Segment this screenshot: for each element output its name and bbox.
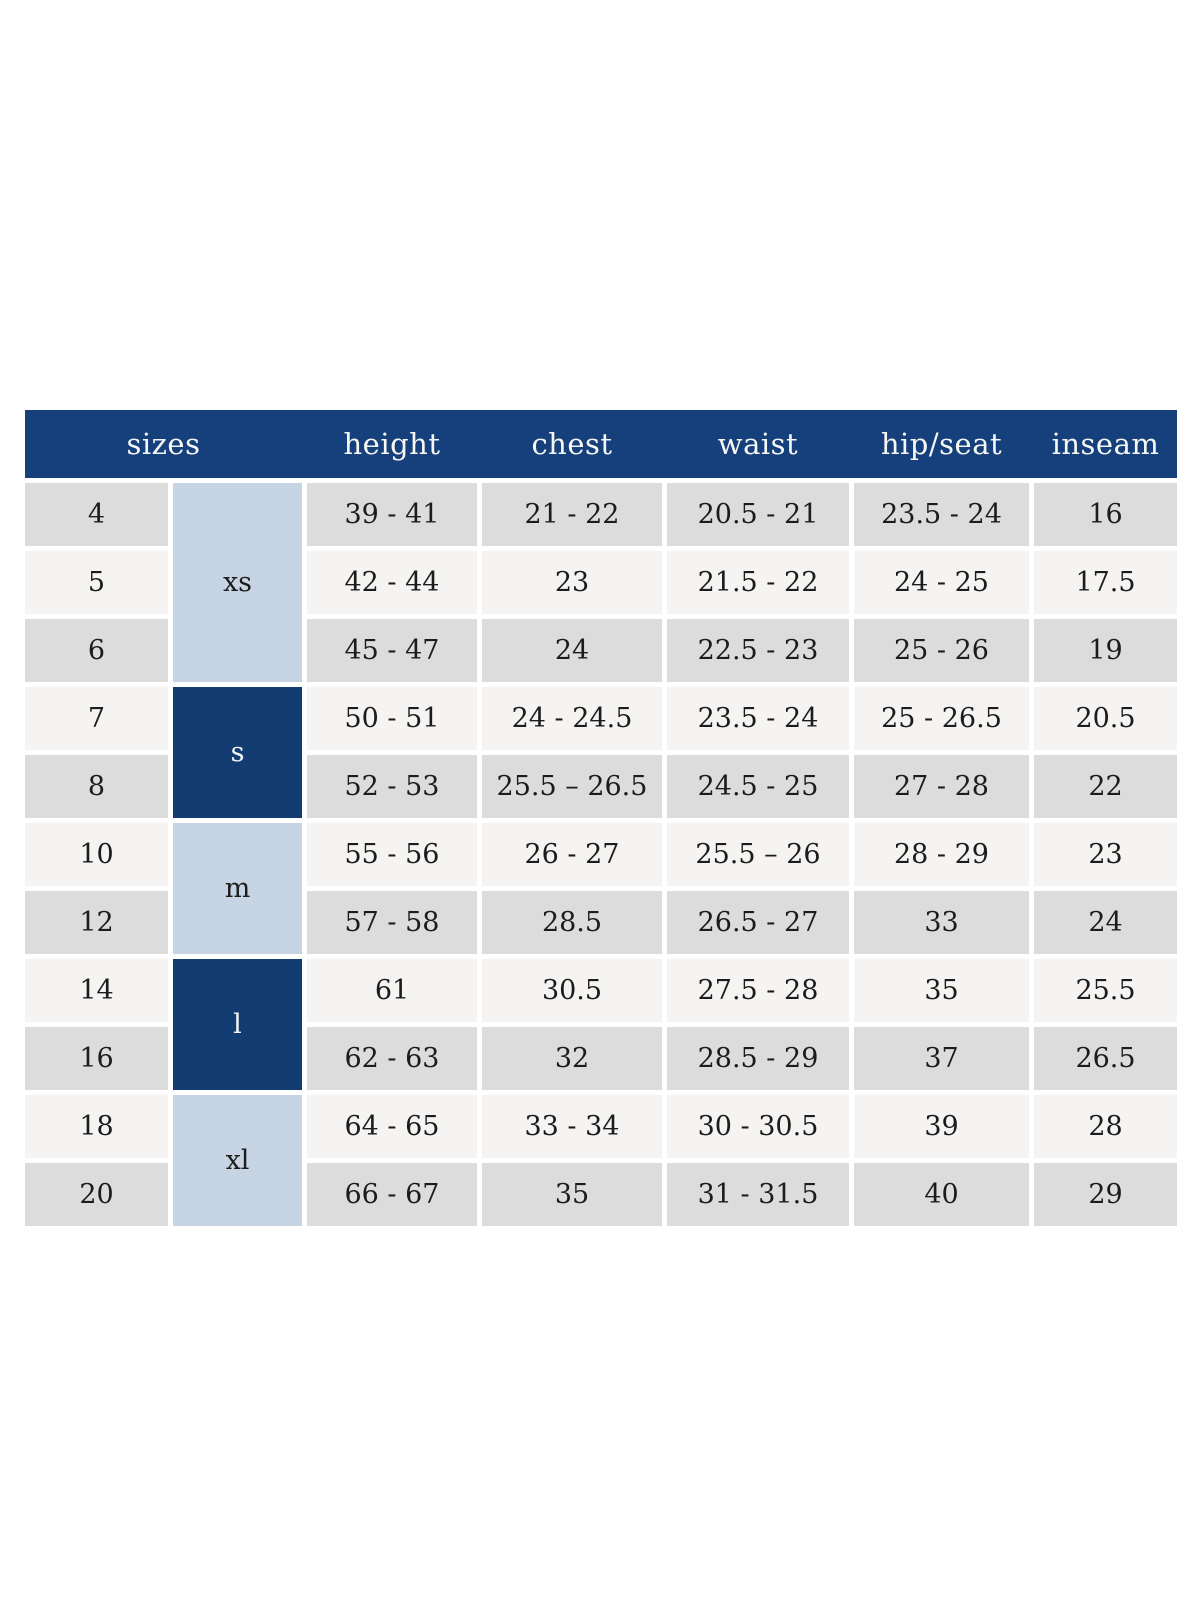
waist-cell: 25.5 – 26	[667, 823, 849, 886]
size-number-cell: 8	[25, 755, 168, 818]
hip-seat-cell: 27 - 28	[854, 755, 1029, 818]
height-cell: 62 - 63	[307, 1027, 477, 1090]
size-chart-table: sizes height chest waist hip/seat inseam…	[25, 410, 1177, 1226]
column-header-hip-seat: hip/seat	[880, 427, 1003, 461]
inseam-cell: 19	[1034, 619, 1177, 682]
waist-cell: 24.5 - 25	[667, 755, 849, 818]
inseam-cell: 20.5	[1034, 687, 1177, 750]
height-cell: 55 - 56	[307, 823, 477, 886]
waist-cell: 27.5 - 28	[667, 959, 849, 1022]
column-header-chest: chest	[531, 427, 613, 461]
inseam-cell: 25.5	[1034, 959, 1177, 1022]
size-group-cell-xl: xl	[173, 1095, 302, 1226]
size-number-cell: 12	[25, 891, 168, 954]
chest-cell: 21 - 22	[482, 483, 662, 546]
hip-seat-cell: 40	[854, 1163, 1029, 1226]
waist-cell: 28.5 - 29	[667, 1027, 849, 1090]
waist-cell: 31 - 31.5	[667, 1163, 849, 1226]
waist-cell: 22.5 - 23	[667, 619, 849, 682]
size-group-cell-l: l	[173, 959, 302, 1090]
hip-seat-cell: 37	[854, 1027, 1029, 1090]
inseam-cell: 26.5	[1034, 1027, 1177, 1090]
chest-cell: 26 - 27	[482, 823, 662, 886]
hip-seat-cell: 23.5 - 24	[854, 483, 1029, 546]
chest-cell: 32	[482, 1027, 662, 1090]
height-cell: 50 - 51	[307, 687, 477, 750]
chest-cell: 23	[482, 551, 662, 614]
size-group-cell-s: s	[173, 687, 302, 818]
inseam-cell: 24	[1034, 891, 1177, 954]
hip-seat-cell: 24 - 25	[854, 551, 1029, 614]
chest-cell: 35	[482, 1163, 662, 1226]
hip-seat-cell: 35	[854, 959, 1029, 1022]
height-cell: 45 - 47	[307, 619, 477, 682]
chest-cell: 24 - 24.5	[482, 687, 662, 750]
inseam-cell: 29	[1034, 1163, 1177, 1226]
hip-seat-cell: 25 - 26.5	[854, 687, 1029, 750]
chest-cell: 33 - 34	[482, 1095, 662, 1158]
column-header-inseam: inseam	[1051, 427, 1160, 461]
hip-seat-cell: 28 - 29	[854, 823, 1029, 886]
chest-cell: 30.5	[482, 959, 662, 1022]
inseam-cell: 28	[1034, 1095, 1177, 1158]
column-header-sizes: sizes	[126, 427, 201, 461]
size-number-cell: 16	[25, 1027, 168, 1090]
inseam-cell: 17.5	[1034, 551, 1177, 614]
inseam-cell: 22	[1034, 755, 1177, 818]
table-header-row: sizes height chest waist hip/seat inseam	[25, 410, 1177, 478]
waist-cell: 21.5 - 22	[667, 551, 849, 614]
size-number-cell: 4	[25, 483, 168, 546]
height-cell: 66 - 67	[307, 1163, 477, 1226]
table-body: 4 39 - 41 21 - 22 20.5 - 21 23.5 - 24 16 5 42 -…	[25, 483, 1177, 1226]
inseam-cell: 16	[1034, 483, 1177, 546]
size-number-cell: 18	[25, 1095, 168, 1158]
column-header-waist: waist	[717, 427, 799, 461]
height-cell: 42 - 44	[307, 551, 477, 614]
height-cell: 39 - 41	[307, 483, 477, 546]
size-number-cell: 6	[25, 619, 168, 682]
size-group-cell-xs: xs	[173, 483, 302, 682]
waist-cell: 30 - 30.5	[667, 1095, 849, 1158]
waist-cell: 26.5 - 27	[667, 891, 849, 954]
waist-cell: 20.5 - 21	[667, 483, 849, 546]
size-group-cell-m: m	[173, 823, 302, 954]
hip-seat-cell: 39	[854, 1095, 1029, 1158]
inseam-cell: 23	[1034, 823, 1177, 886]
waist-cell: 23.5 - 24	[667, 687, 849, 750]
chest-cell: 24	[482, 619, 662, 682]
hip-seat-cell: 25 - 26	[854, 619, 1029, 682]
hip-seat-cell: 33	[854, 891, 1029, 954]
height-cell: 61	[307, 959, 477, 1022]
column-header-height: height	[343, 427, 441, 461]
chest-cell: 25.5 – 26.5	[482, 755, 662, 818]
chest-cell: 28.5	[482, 891, 662, 954]
size-number-cell: 5	[25, 551, 168, 614]
height-cell: 64 - 65	[307, 1095, 477, 1158]
size-number-cell: 7	[25, 687, 168, 750]
size-number-cell: 14	[25, 959, 168, 1022]
size-number-cell: 10	[25, 823, 168, 886]
size-number-cell: 20	[25, 1163, 168, 1226]
height-cell: 57 - 58	[307, 891, 477, 954]
height-cell: 52 - 53	[307, 755, 477, 818]
